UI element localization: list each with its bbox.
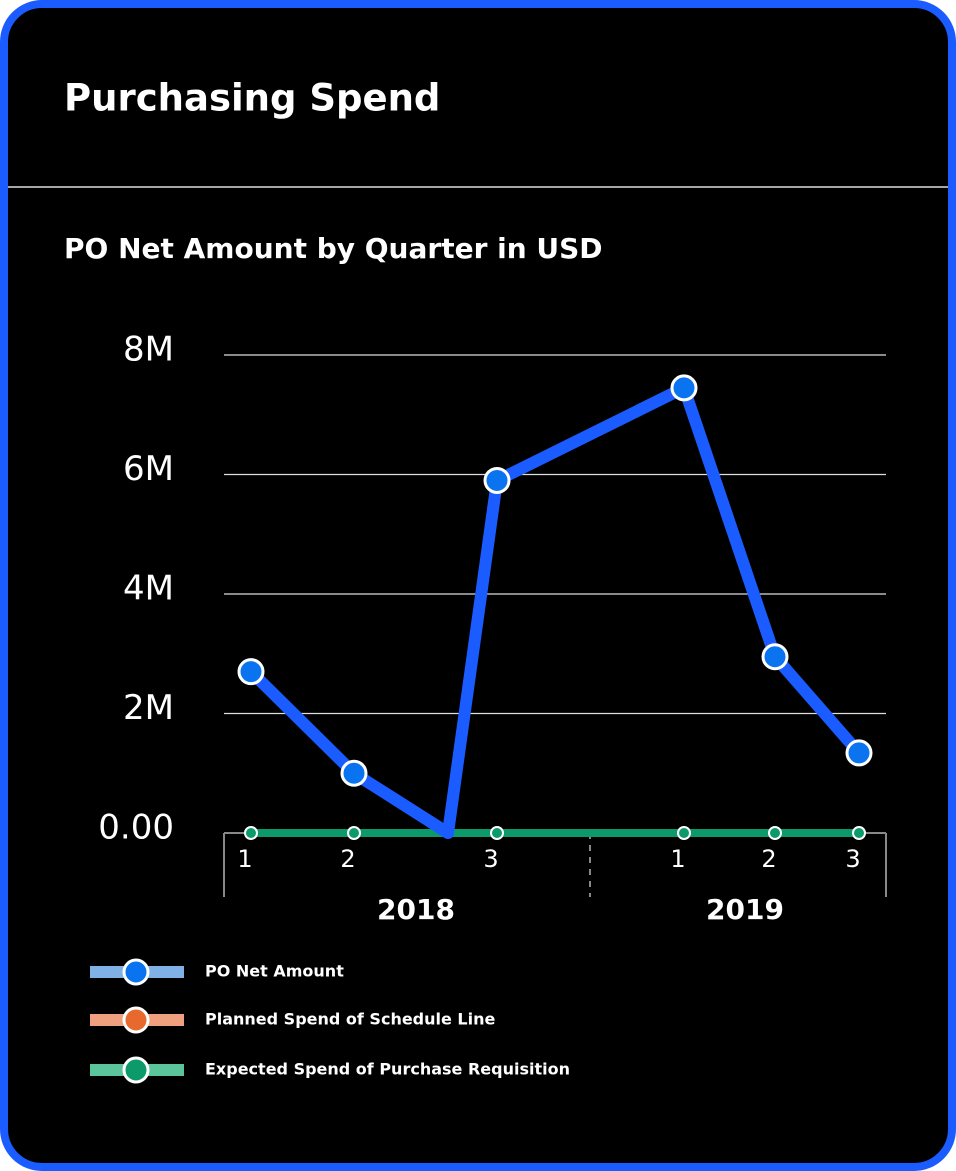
data-point [845, 739, 873, 767]
card-title: Purchasing Spend [64, 77, 440, 120]
y-tick-label: 6M [123, 449, 174, 489]
y-tick-label: 8M [123, 330, 174, 370]
x-tick-label: 1 [237, 845, 252, 873]
legend-marker [122, 958, 150, 986]
chart-title: PO Net Amount by Quarter in USD [64, 232, 603, 265]
legend-marker [122, 1056, 150, 1084]
data-point [677, 826, 691, 840]
legend-label: Planned Spend of Schedule Line [205, 1010, 496, 1029]
data-point [768, 826, 782, 840]
x-tick-label: 1 [670, 845, 685, 873]
data-point [852, 826, 866, 840]
legend-label: Expected Spend of Purchase Requisition [205, 1060, 570, 1079]
x-tick-label: 3 [845, 845, 860, 873]
legend-label: PO Net Amount [205, 962, 344, 981]
data-point [347, 826, 361, 840]
y-tick-label: 4M [123, 569, 174, 609]
data-point [761, 643, 789, 671]
x-tick-label: 2 [340, 845, 355, 873]
data-point [490, 826, 504, 840]
data-point [237, 658, 265, 686]
legend-marker [122, 1006, 150, 1034]
x-tick-label: 2 [761, 845, 776, 873]
x-group-label: 2019 [706, 893, 784, 926]
y-tick-label: 2M [123, 688, 174, 728]
data-point [340, 759, 368, 787]
data-point [483, 466, 511, 494]
y-tick-label: 0.00 [98, 808, 174, 848]
data-point [670, 374, 698, 402]
data-point [244, 826, 258, 840]
x-group-label: 2018 [377, 893, 455, 926]
x-tick-label: 3 [483, 845, 498, 873]
